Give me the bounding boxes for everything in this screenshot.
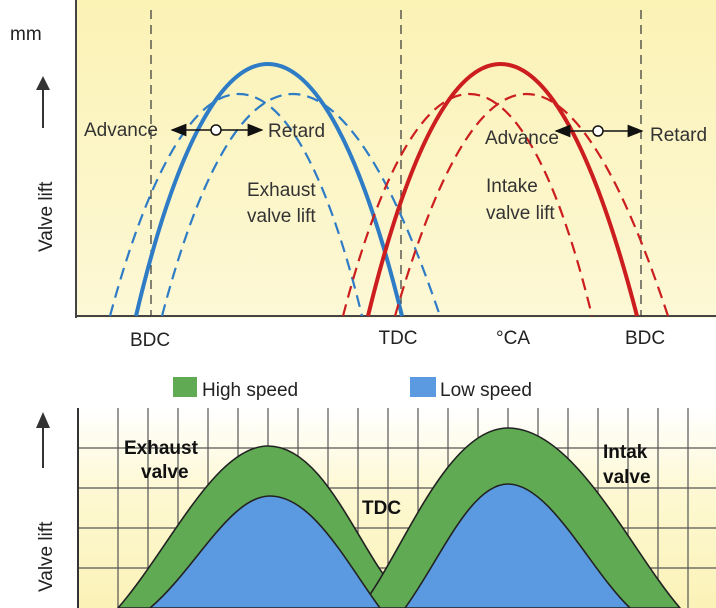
bottom-y-label: Valve lift — [36, 521, 57, 592]
legend-high-label: High speed — [202, 380, 298, 401]
bottom-tdc-label: TDC — [362, 498, 401, 519]
exhaust-retard-curve — [160, 93, 442, 317]
exhaust-lift-curve — [134, 62, 404, 317]
intake-label-2: valve — [603, 467, 651, 488]
intake-valve-label-1: Intake — [486, 176, 538, 197]
legend-low-label: Low speed — [440, 380, 532, 401]
intake-label-1: Intak — [603, 442, 648, 463]
exhaust-advance-label: Advance — [84, 120, 158, 141]
legend-high-swatch — [173, 377, 197, 397]
legend-low-swatch — [410, 377, 436, 397]
bottom-y-arrowhead — [36, 412, 50, 428]
intake-low-speed-area — [404, 483, 632, 608]
tdc-label: TDC — [378, 328, 417, 349]
exhaust-label-1: Exhaust — [124, 438, 199, 459]
bdc-left-label: BDC — [130, 330, 170, 351]
intake-lift-curve — [366, 62, 639, 317]
exhaust-advance-curve — [108, 93, 364, 317]
intake-advance-curve — [341, 93, 594, 317]
intake-center-point — [592, 125, 604, 137]
intake-valve-label-2: valve lift — [486, 203, 555, 224]
exhaust-retard-label: Retard — [268, 121, 325, 142]
exhaust-low-speed-area — [148, 495, 381, 608]
bottom-panel: High speed Low speed — [36, 377, 716, 608]
top-unit-label: mm — [10, 24, 42, 45]
top-y-label: Valve lift — [36, 181, 57, 252]
top-plot-background — [76, 0, 716, 318]
intake-retard-curve — [393, 93, 670, 317]
exhaust-valve-label-2: valve lift — [247, 206, 316, 227]
exhaust-valve-label-1: Exhaust — [247, 180, 316, 201]
bdc-right-label: BDC — [625, 328, 665, 349]
intake-retard-label: Retard — [650, 125, 707, 146]
intake-advance-label: Advance — [485, 128, 559, 149]
exhaust-label-2: valve — [141, 462, 189, 483]
crank-angle-label: °CA — [496, 328, 530, 349]
top-y-arrowhead — [36, 76, 50, 90]
exhaust-center-point — [210, 124, 222, 136]
top-panel: mm Valve lift Advance Retard Exhaust val… — [10, 0, 716, 351]
